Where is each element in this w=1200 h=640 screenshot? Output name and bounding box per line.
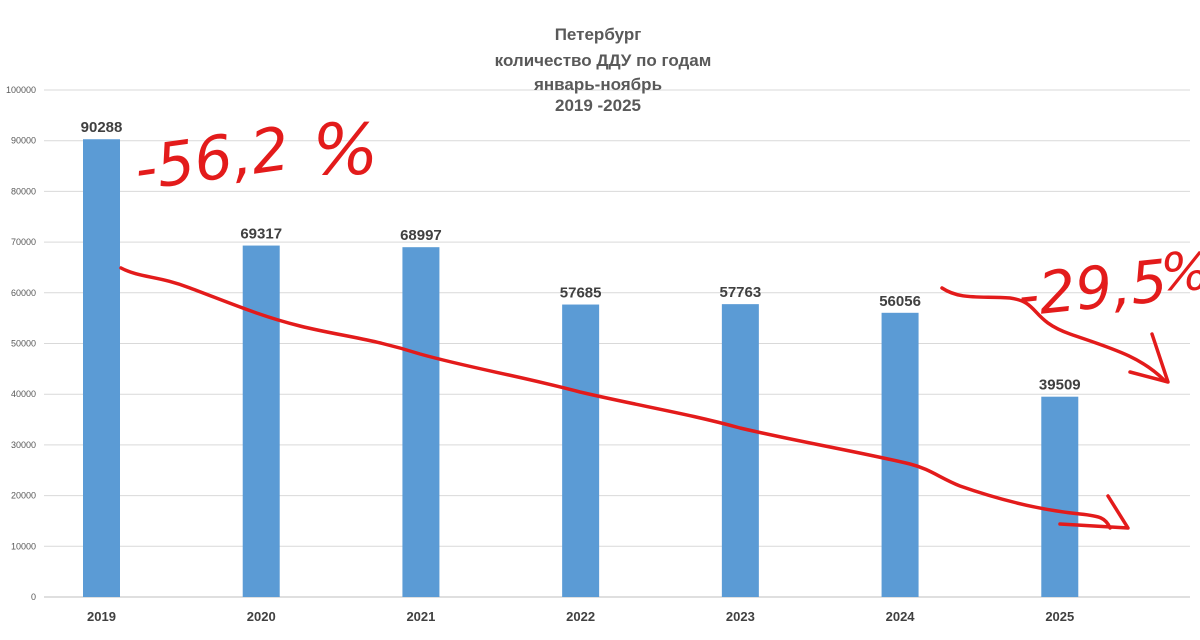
trend-line-recent (940, 286, 1166, 382)
x-axis-ticks: 2019 2020 2021 2022 2023 2024 2025 (87, 609, 1074, 624)
y-axis-ticks: 0 10000 20000 30000 40000 50000 60000 70000 8000… (6, 85, 36, 602)
gridlines (44, 89, 1190, 598)
data-label-2025: 39509 (1039, 377, 1081, 394)
data-label-2024: 56056 (879, 293, 921, 310)
bar-2025 (1041, 396, 1079, 597)
data-label-2022: 57685 (560, 285, 602, 302)
y-tick-label: 20000 (11, 491, 36, 501)
y-tick-label: 80000 (11, 186, 36, 196)
title-line-2: количество ДДУ по годам (495, 51, 712, 70)
title-line-4: 2019 -2025 (555, 96, 641, 115)
bar-2021 (402, 247, 440, 597)
data-label-2023: 57763 (719, 284, 761, 301)
annotation-pct-56: % (312, 109, 379, 191)
annotation-minus-29: -29,5 (1014, 247, 1170, 330)
data-label-2019: 90288 (81, 119, 123, 136)
y-tick-label: 70000 (11, 237, 36, 247)
title-line-1: Петербург (555, 25, 642, 44)
y-tick-label: 60000 (11, 288, 36, 298)
x-tick-label-2020: 2020 (247, 609, 276, 624)
y-tick-label: 100000 (6, 85, 36, 95)
data-label-2020: 69317 (240, 226, 282, 243)
hand-drawn-annotations: -56,2 % -29,5 % (119, 109, 1200, 530)
data-labels: 90288 69317 68997 57685 57763 56056 39509 (81, 119, 1081, 393)
x-tick-label-2024: 2024 (886, 609, 916, 624)
y-tick-label: 40000 (11, 389, 36, 399)
arrow-head-main (1058, 494, 1130, 530)
annotation-pct-29: % (1160, 243, 1200, 303)
chart-title: Петербург количество ДДУ по годам январь… (495, 25, 712, 115)
x-tick-label-2019: 2019 (87, 609, 116, 624)
y-tick-label: 90000 (11, 136, 36, 146)
y-tick-label: 50000 (11, 339, 36, 349)
data-label-2021: 68997 (400, 227, 442, 244)
title-line-3: январь-ноябрь (533, 75, 662, 94)
bar-2023 (721, 304, 759, 597)
bar-2024 (881, 312, 919, 597)
x-tick-label-2023: 2023 (726, 609, 755, 624)
bars (83, 139, 1079, 597)
y-tick-label: 30000 (11, 440, 36, 450)
y-tick-label: 0 (31, 592, 36, 602)
bar-2019 (83, 139, 120, 597)
x-tick-label-2021: 2021 (406, 609, 435, 624)
y-tick-label: 10000 (11, 541, 36, 551)
x-tick-label-2025: 2025 (1045, 609, 1074, 624)
bar-2022 (562, 304, 600, 597)
x-tick-label-2022: 2022 (566, 609, 595, 624)
arrow-head-recent (1128, 332, 1170, 384)
trend-line-main (119, 266, 1112, 530)
bar-2020 (242, 245, 280, 597)
